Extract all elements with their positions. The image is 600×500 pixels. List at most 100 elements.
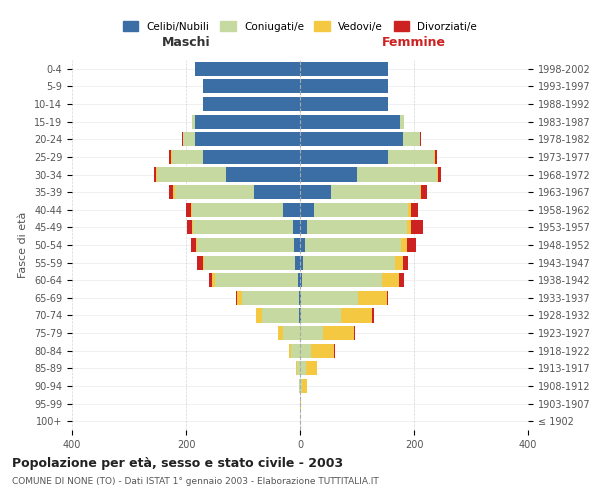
Bar	[437, 168, 438, 181]
Bar	[438, 168, 441, 181]
Bar	[301, 308, 341, 322]
Bar	[399, 273, 404, 287]
Bar	[300, 396, 301, 410]
Bar	[331, 185, 420, 199]
Bar	[289, 344, 292, 358]
Bar	[354, 326, 355, 340]
Bar	[194, 62, 300, 76]
Bar	[403, 256, 408, 270]
Bar	[197, 256, 203, 270]
Bar	[298, 273, 300, 287]
Bar	[300, 379, 302, 393]
Bar	[157, 168, 226, 181]
Bar	[409, 202, 411, 217]
Bar	[203, 256, 204, 270]
Bar	[186, 202, 191, 217]
Bar	[175, 185, 254, 199]
Bar	[295, 256, 300, 270]
Bar	[323, 326, 354, 340]
Bar	[256, 308, 262, 322]
Bar	[300, 150, 388, 164]
Bar	[238, 291, 242, 305]
Bar	[382, 273, 399, 287]
Bar	[203, 150, 300, 164]
Bar	[297, 362, 300, 376]
Bar	[283, 326, 300, 340]
Bar	[183, 132, 194, 146]
Bar	[401, 238, 407, 252]
Bar	[358, 291, 386, 305]
Bar	[300, 273, 302, 287]
Y-axis label: Fasce di età: Fasce di età	[19, 212, 28, 278]
Legend: Celibi/Nubili, Coniugati/e, Vedovi/e, Divorziati/e: Celibi/Nubili, Coniugati/e, Vedovi/e, Di…	[119, 17, 481, 36]
Bar	[293, 220, 300, 234]
Bar	[187, 220, 192, 234]
Bar	[226, 168, 300, 181]
Bar	[300, 308, 301, 322]
Bar	[300, 291, 301, 305]
Bar	[334, 344, 335, 358]
Bar	[262, 308, 299, 322]
Text: Maschi: Maschi	[161, 36, 211, 50]
Bar	[300, 238, 305, 252]
Bar	[300, 114, 400, 128]
Bar	[403, 132, 420, 146]
Bar	[420, 132, 421, 146]
Bar	[283, 202, 300, 217]
Bar	[193, 220, 293, 234]
Bar	[407, 220, 411, 234]
Bar	[300, 362, 306, 376]
Bar	[204, 256, 295, 270]
Bar	[300, 97, 388, 111]
Bar	[314, 202, 409, 217]
Bar	[196, 238, 197, 252]
Bar	[194, 132, 300, 146]
Bar	[300, 62, 388, 76]
Bar	[278, 326, 283, 340]
Bar	[300, 256, 304, 270]
Bar	[302, 273, 382, 287]
Bar	[304, 256, 395, 270]
Bar	[300, 326, 323, 340]
Bar	[192, 220, 193, 234]
Bar	[373, 308, 374, 322]
Bar	[311, 344, 334, 358]
Bar	[191, 202, 283, 217]
Bar	[191, 238, 196, 252]
Bar	[173, 185, 175, 199]
Bar	[236, 291, 238, 305]
Bar	[192, 114, 194, 128]
Bar	[299, 308, 300, 322]
Bar	[182, 132, 183, 146]
Bar	[299, 291, 300, 305]
Bar	[306, 362, 317, 376]
Bar	[357, 168, 437, 181]
Bar	[242, 291, 299, 305]
Bar	[169, 185, 173, 199]
Bar	[299, 379, 300, 393]
Bar	[300, 202, 314, 217]
Bar	[307, 220, 407, 234]
Bar	[407, 238, 416, 252]
Bar	[435, 150, 437, 164]
Bar	[300, 344, 311, 358]
Bar	[434, 150, 435, 164]
Bar	[411, 220, 422, 234]
Bar	[170, 150, 172, 164]
Bar	[301, 291, 358, 305]
Bar	[203, 97, 300, 111]
Bar	[215, 273, 298, 287]
Bar	[386, 291, 388, 305]
Bar	[300, 185, 331, 199]
Bar	[295, 238, 300, 252]
Text: Femmine: Femmine	[382, 36, 446, 50]
Bar	[400, 114, 404, 128]
Bar	[300, 220, 307, 234]
Bar	[169, 150, 170, 164]
Bar	[209, 273, 212, 287]
Bar	[154, 168, 157, 181]
Text: Popolazione per età, sesso e stato civile - 2003: Popolazione per età, sesso e stato civil…	[12, 458, 343, 470]
Bar	[300, 80, 388, 94]
Bar	[411, 202, 418, 217]
Bar	[296, 362, 297, 376]
